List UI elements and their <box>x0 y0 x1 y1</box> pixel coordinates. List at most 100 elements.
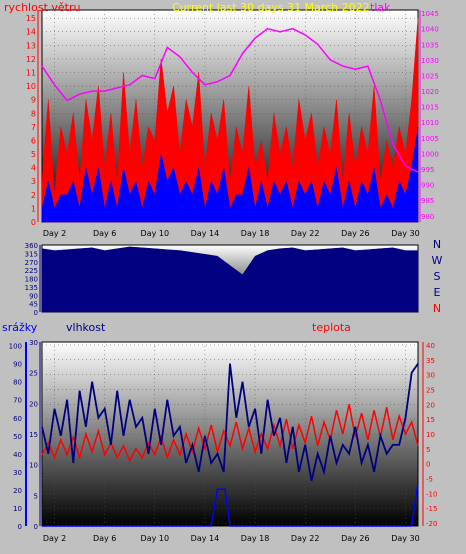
pressure-tick-label: 1045 <box>421 10 439 18</box>
wind-direction-area <box>41 246 419 313</box>
pressure-tick-label: 1035 <box>421 41 439 49</box>
humidity-temperature-axes: 0102030405060708090100051015202530-20-15… <box>9 339 438 543</box>
pressure-tick-label: 1030 <box>421 57 439 65</box>
rain-tick-label: 15 <box>29 431 38 439</box>
rain-tick-label: 0 <box>34 523 38 531</box>
temperature-tick-label: -10 <box>426 490 437 498</box>
pressure-label: tlak <box>370 1 391 14</box>
wind-tick-label: 10 <box>26 82 36 91</box>
wind-gust-area <box>41 126 419 223</box>
temperature-tick-label: 25 <box>426 386 435 394</box>
rain-tick-label: 20 <box>29 400 38 408</box>
temperature-tick-label: 40 <box>426 342 435 350</box>
wind-tick-label: 12 <box>26 55 36 64</box>
temperature-tick-label: 0 <box>426 461 430 469</box>
x-tick-label: Day 2 <box>43 229 66 238</box>
rain-tick-label: 25 <box>29 370 38 378</box>
wind-tick-label: 4 <box>31 164 36 173</box>
pressure-tick-label: 1040 <box>421 26 439 34</box>
wind-tick-label: 1 <box>31 204 36 213</box>
wind-pressure-axes: 0123456789101112131415980985990995100010… <box>26 10 439 238</box>
humidity-tick-label: 80 <box>13 379 22 387</box>
humidity-tick-label: 10 <box>13 505 22 513</box>
x-tick-label: Day 26 <box>341 229 370 238</box>
humidity-tick-label: 60 <box>13 415 22 423</box>
direction-tick-label: 135 <box>25 284 38 292</box>
pressure-tick-label: 995 <box>421 166 434 174</box>
rain-label: srážky <box>2 321 38 334</box>
wind-tick-label: 0 <box>31 218 36 227</box>
humidity-tick-label: 100 <box>9 343 22 351</box>
direction-tick-label: 0 <box>34 309 38 317</box>
compass-label: S <box>434 270 441 283</box>
x-tick-label: Day 22 <box>291 534 320 543</box>
x-tick-label: Day 6 <box>93 229 116 238</box>
temperature-tick-label: -5 <box>426 476 433 484</box>
direction-tick-label: 315 <box>25 250 38 258</box>
temperature-tick-label: 35 <box>426 357 435 365</box>
wind-tick-label: 14 <box>26 28 36 37</box>
pressure-tick-label: 1010 <box>421 119 439 127</box>
wind-speed-area <box>41 18 419 223</box>
temperature-tick-label: 10 <box>426 431 435 439</box>
pressure-line <box>41 27 419 173</box>
humidity-tick-label: 50 <box>13 433 22 441</box>
temperature-label: teplota <box>312 321 351 334</box>
humidity-tick-label: 30 <box>13 469 22 477</box>
x-tick-label: Day 18 <box>241 229 270 238</box>
x-tick-label: Day 10 <box>141 229 170 238</box>
wind-label: rychlost větru <box>4 1 80 14</box>
direction-tick-label: 180 <box>25 276 38 284</box>
x-tick-label: Day 10 <box>141 534 170 543</box>
humidity-tick-label: 0 <box>18 523 22 531</box>
wind-tick-label: 8 <box>31 109 36 118</box>
wind-tick-label: 3 <box>31 177 36 186</box>
pressure-tick-label: 980 <box>421 213 434 221</box>
pressure-tick-label: 985 <box>421 197 434 205</box>
x-tick-label: Day 2 <box>43 534 66 543</box>
direction-tick-label: 225 <box>25 267 38 275</box>
x-tick-label: Day 14 <box>191 534 220 543</box>
pressure-tick-label: 1020 <box>421 88 439 96</box>
compass-label: W <box>432 254 443 267</box>
temperature-tick-label: 15 <box>426 416 435 424</box>
wind-tick-label: 2 <box>31 191 36 200</box>
pressure-tick-label: 1015 <box>421 104 439 112</box>
x-tick-label: Day 14 <box>191 229 220 238</box>
wind-tick-label: 7 <box>31 123 36 132</box>
chart-title: Current last 30 days 31 March 2022 <box>172 1 370 14</box>
humidity-tick-label: 70 <box>13 397 22 405</box>
compass-label: N <box>433 302 441 315</box>
x-tick-label: Day 30 <box>391 534 420 543</box>
pressure-tick-label: 1005 <box>421 135 439 143</box>
temperature-line <box>41 404 419 463</box>
rain-tick-label: 10 <box>29 462 38 470</box>
wind-tick-label: 15 <box>26 14 36 23</box>
wind-direction-marks <box>41 246 419 313</box>
direction-tick-label: 90 <box>29 292 38 300</box>
wind-tick-label: 6 <box>31 136 36 145</box>
humidity-line <box>41 363 419 482</box>
wind-tick-label: 5 <box>31 150 36 159</box>
temperature-tick-label: 5 <box>426 446 430 454</box>
x-tick-label: Day 22 <box>291 229 320 238</box>
pressure-tick-label: 990 <box>421 182 434 190</box>
humidity-tick-label: 40 <box>13 451 22 459</box>
rain-line <box>42 482 419 527</box>
x-tick-label: Day 6 <box>93 534 116 543</box>
compass-label: E <box>434 286 441 299</box>
rain-tick-label: 30 <box>29 339 38 347</box>
wind-pressure-chart: 0123456789101112131415980985990995100010… <box>4 1 439 238</box>
direction-tick-label: 360 <box>25 242 38 250</box>
pressure-tick-label: 1025 <box>421 72 439 80</box>
pressure-tick-label: 1000 <box>421 150 439 158</box>
direction-tick-label: 270 <box>25 259 38 267</box>
wind-tick-label: 9 <box>31 96 36 105</box>
x-tick-label: Day 30 <box>391 229 420 238</box>
wind-tick-label: 11 <box>26 69 36 78</box>
humidity-label: vlhkost <box>66 321 106 334</box>
direction-tick-label: 45 <box>29 301 38 309</box>
